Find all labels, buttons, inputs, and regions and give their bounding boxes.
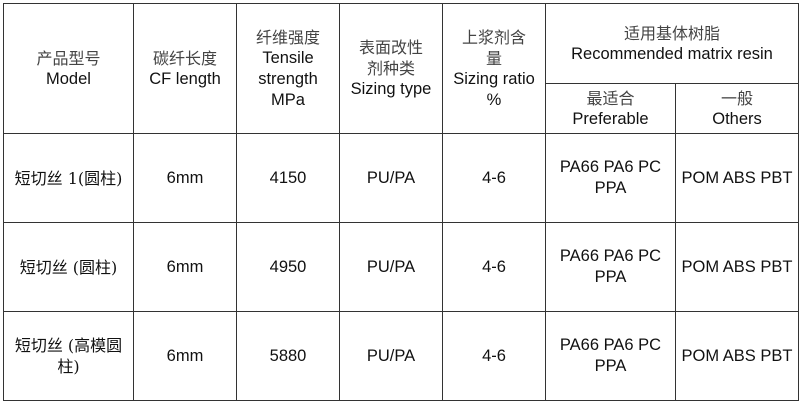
header-model-zh: 产品型号 (36, 48, 101, 68)
header-matrix-zh: 适用基体树脂 (623, 23, 720, 43)
header-tensile-en3: MPa (271, 90, 305, 109)
header-cf-length: 碳纤长度 CF length (133, 3, 237, 134)
table-row: 短切丝 (圆柱) 6mm 4950 PU/PA 4-6 PA66 PA6 PC … (3, 222, 799, 312)
cell-cf-length: 6mm (133, 311, 237, 401)
header-others: 一般 Others (675, 83, 799, 134)
header-sizing-type-en: Sizing type (350, 80, 432, 98)
cell-cf-length: 6mm (133, 133, 237, 223)
cell-tensile: 4150 (236, 133, 340, 223)
cell-cf-length: 6mm (133, 222, 237, 312)
table-row: 短切丝 1(圆柱) 6mm 4150 PU/PA 4-6 PA66 PA6 PC… (3, 133, 799, 223)
cell-preferable-line1: PA66 PA6 PC (559, 336, 662, 354)
header-others-en: Others (712, 109, 762, 128)
header-sizing-ratio-unit: % (486, 90, 502, 109)
header-cf-length-en: CF length (149, 69, 221, 88)
header-others-zh: 一般 (720, 88, 753, 108)
cell-tensile: 4950 (236, 222, 340, 312)
header-preferable: 最适合 Preferable (545, 83, 676, 134)
cell-sizing-ratio: 4-6 (442, 311, 546, 401)
header-matrix: 适用基体树脂 Recommended matrix resin (545, 3, 799, 84)
product-spec-table: 产品型号 Model 碳纤长度 CF length 纤维强度 Tensile s… (3, 3, 799, 401)
cell-model: 短切丝 (圆柱) (3, 222, 134, 312)
cell-preferable-line1: PA66 PA6 PC (559, 247, 662, 265)
cell-preferable: PA66 PA6 PC PPA (545, 222, 676, 312)
cell-others: POM ABS PBT (675, 311, 799, 401)
cell-sizing-ratio: 4-6 (442, 133, 546, 223)
header-sizing-ratio-zh1: 上浆剂含 (461, 27, 526, 47)
header-cf-length-zh: 碳纤长度 (152, 48, 217, 68)
cell-preferable-line2: PPA (594, 357, 627, 375)
header-preferable-en: Preferable (572, 109, 649, 128)
header-sizing-ratio-zh2: 量 (485, 48, 502, 68)
cell-sizing-ratio: 4-6 (442, 222, 546, 312)
header-sizing-ratio: 上浆剂含 量 Sizing ratio % (442, 3, 546, 134)
header-tensile: 纤维强度 Tensile strength MPa (236, 3, 340, 134)
table-row: 短切丝 (高模圆柱) 6mm 5880 PU/PA 4-6 PA66 PA6 P… (3, 311, 799, 401)
cell-others: POM ABS PBT (675, 222, 799, 312)
header-tensile-en2: strength (258, 69, 318, 88)
cell-model: 短切丝 (高模圆柱) (3, 311, 134, 401)
cell-preferable: PA66 PA6 PC PPA (545, 133, 676, 223)
header-sizing-ratio-en: Sizing ratio (453, 69, 535, 88)
cell-preferable: PA66 PA6 PC PPA (545, 311, 676, 401)
cell-sizing-type: PU/PA (339, 311, 443, 401)
cell-sizing-type: PU/PA (339, 222, 443, 312)
cell-others: POM ABS PBT (675, 133, 799, 223)
header-model-en: Model (46, 69, 91, 88)
header-tensile-en1: Tensile (262, 48, 314, 67)
cell-preferable-line2: PPA (594, 268, 627, 286)
cell-model: 短切丝 1(圆柱) (3, 133, 134, 223)
header-sizing-type-zh2: 剂种类 (366, 59, 415, 78)
cell-sizing-type: PU/PA (339, 133, 443, 223)
header-matrix-en: Recommended matrix resin (571, 44, 773, 63)
header-tensile-zh: 纤维强度 (255, 27, 320, 47)
cell-tensile: 5880 (236, 311, 340, 401)
cell-preferable-line1: PA66 PA6 PC (559, 158, 662, 176)
header-sizing-type-zh1: 表面改性 (358, 38, 423, 57)
header-model: 产品型号 Model (3, 3, 134, 134)
header-preferable-zh: 最适合 (586, 88, 635, 108)
cell-preferable-line2: PPA (594, 179, 627, 197)
header-sizing-type: 表面改性 剂种类 Sizing type (339, 3, 443, 134)
